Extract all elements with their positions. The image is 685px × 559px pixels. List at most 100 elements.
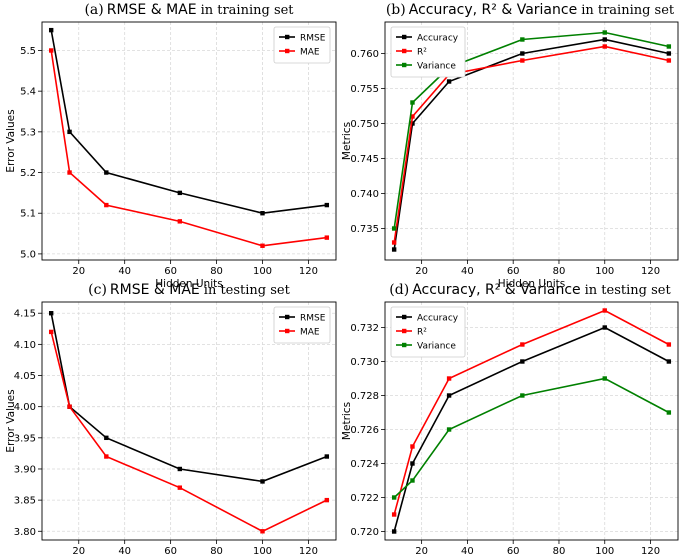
data-point: [602, 308, 607, 313]
x-tick-label: 60: [164, 546, 177, 557]
chart-title: (a) RMSE & MAE in training set: [84, 2, 294, 18]
data-point: [410, 114, 415, 119]
data-point: [391, 247, 397, 252]
title-prefix: (d): [389, 282, 409, 298]
data-point: [67, 170, 72, 175]
legend: RMSE MAE: [273, 26, 331, 64]
legend-box: [273, 306, 331, 344]
x-tick-label: 100: [253, 266, 272, 277]
legend: Accuracy R² Variance: [390, 26, 466, 78]
x-axis-label: Hidden Units: [498, 278, 565, 290]
y-tick-label: 5.2: [20, 168, 36, 179]
data-point: [177, 485, 183, 490]
y-axis-label: Error Values: [5, 389, 17, 452]
data-point: [104, 170, 109, 175]
chart-a: 20 40 60 80 100 120 5.0 5.1 5.2 5.3 5.4 5.5 RMSE MAE H…: [5, 2, 337, 290]
data-point: [520, 58, 525, 63]
legend-marker: [285, 48, 290, 54]
data-point: [602, 30, 607, 35]
y-tick-label: 0.750: [350, 119, 379, 130]
x-tick-label: 100: [253, 546, 272, 557]
legend-label: R²: [417, 328, 427, 338]
chart-d: 20 40 60 80 100 120 0.720 0.722 0.724 0.726 0.728 0…: [341, 282, 679, 559]
data-point: [391, 512, 397, 517]
y-tick-label: 0.722: [350, 493, 379, 504]
y-tick-label: 5.0: [20, 249, 36, 260]
data-point: [410, 461, 415, 466]
y-tick-label: 0.726: [350, 425, 379, 436]
data-point: [177, 190, 183, 196]
data-point: [446, 427, 452, 432]
data-point: [410, 100, 415, 105]
x-tick-label: 40: [118, 546, 131, 557]
x-tick-label: 60: [507, 266, 520, 277]
y-tick-label: 3.85: [14, 496, 36, 507]
legend-marker: [402, 48, 407, 54]
data-point: [602, 37, 607, 42]
data-point: [324, 454, 330, 459]
x-tick-label: 100: [595, 266, 614, 277]
legend-label: MAE: [300, 48, 320, 58]
data-point: [520, 51, 525, 56]
data-point: [666, 44, 672, 49]
data-point: [446, 376, 452, 381]
chart-title: (d) Accuracy, R² & Variance in testing set: [389, 282, 671, 298]
legend-label: RMSE: [300, 34, 326, 44]
legend-label: Accuracy: [417, 314, 459, 324]
title-prefix: (b): [386, 2, 406, 18]
x-tick-label: 40: [461, 266, 474, 277]
y-tick-label: 0.740: [350, 189, 379, 200]
data-point: [520, 359, 525, 364]
y-tick-label: 0.724: [350, 459, 379, 470]
x-axis-label: Hidden Units: [155, 278, 222, 290]
y-tick-label: 0.755: [350, 84, 379, 95]
series-line-1: [393, 45, 669, 243]
series-line-2: [393, 31, 669, 229]
series-line-1: [50, 331, 328, 533]
chart-title: (b) Accuracy, R² & Variance in training se…: [386, 2, 675, 18]
legend: Accuracy R² Variance: [390, 306, 466, 358]
x-tick-label: 80: [553, 546, 566, 557]
title-suffix: in testing set: [585, 283, 672, 298]
y-tick-label: 5.1: [20, 209, 36, 220]
data-point: [177, 219, 183, 224]
y-tick-label: 5.5: [20, 46, 36, 57]
title-prefix: (a): [84, 2, 103, 18]
y-axis-label: Metrics: [341, 122, 353, 160]
data-point: [391, 495, 397, 500]
data-point: [67, 129, 72, 135]
data-point: [104, 435, 109, 441]
title-prefix: (c): [88, 282, 107, 298]
data-point: [48, 329, 54, 335]
x-tick-label: 80: [553, 266, 566, 277]
y-tick-label: 3.80: [14, 527, 36, 538]
title-suffix: in testing set: [204, 283, 291, 298]
y-tick-label: 5.3: [20, 127, 36, 138]
data-point: [391, 226, 397, 231]
y-tick-label: 0.735: [350, 224, 379, 235]
y-tick-label: 3.95: [14, 433, 36, 444]
legend-label: MAE: [300, 328, 320, 338]
chart-b: 20 40 60 80 100 120 0.735 0.740 0.745 0.750 0.755 0…: [341, 2, 679, 290]
data-point: [391, 240, 397, 245]
data-point: [446, 79, 452, 84]
legend-box: [273, 26, 331, 64]
data-point: [666, 51, 672, 56]
y-axis-label: Error Values: [5, 109, 17, 172]
y-tick-label: 4.05: [14, 371, 36, 382]
y-tick-label: 3.90: [14, 464, 36, 475]
data-point: [324, 235, 330, 240]
data-point: [602, 44, 607, 49]
x-tick-label: 40: [118, 266, 131, 277]
series-line-0: [393, 326, 670, 532]
data-point: [410, 478, 415, 483]
data-point: [324, 202, 330, 208]
data-point: [104, 454, 109, 459]
chart-title: (c) RMSE & MAE in testing set: [88, 282, 290, 298]
x-tick-label: 40: [461, 546, 474, 557]
legend-label: Accuracy: [417, 34, 459, 44]
y-tick-label: 5.4: [20, 87, 36, 98]
title-suffix: in training set: [581, 3, 675, 18]
x-tick-label: 20: [72, 266, 85, 277]
